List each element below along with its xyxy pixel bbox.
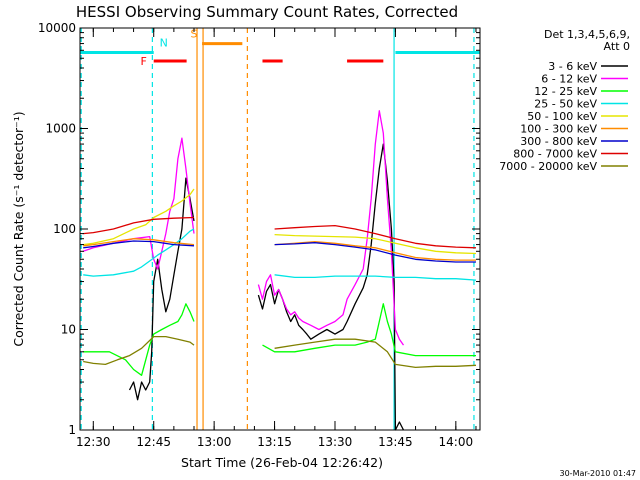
x-tick-label: 13:00 [197, 435, 232, 449]
series-line-300-800-kev [274, 242, 476, 263]
series-line-25-50-kev [83, 228, 195, 277]
series-line-3-6-kev [128, 177, 195, 401]
legend-label-100-300-kev: 100 - 300 keV [520, 123, 597, 136]
x-axis-label: Start Time (26-Feb-04 12:26:42) [181, 455, 383, 470]
series-line-25-50-kev [274, 274, 477, 281]
series-line-12-25-kev [83, 303, 195, 376]
series-line-7000-20000-kev [274, 338, 477, 369]
series-line-7000-20000-kev [83, 335, 195, 366]
x-tick-label: 13:45 [378, 435, 413, 449]
x-tick-label: 12:30 [76, 435, 111, 449]
series-line-100-300-kev [274, 240, 476, 261]
legend-label-12-25-kev: 12 - 25 keV [534, 85, 597, 98]
series-lines [82, 110, 477, 431]
y-tick-label: 10 [61, 323, 76, 337]
series-line-100-300-kev [83, 238, 195, 247]
legend-label-25-50-kev: 25 - 50 keV [534, 98, 597, 111]
legend-label-3-6-kev: 3 - 6 keV [548, 60, 597, 73]
state-flags: FN S [80, 28, 480, 68]
legend-label-50-100-kev: 50 - 100 keV [527, 110, 597, 123]
legend-title-line-2: Att 0 [604, 40, 630, 53]
series-line-300-800-kev [83, 240, 195, 249]
x-tick-label: 14:00 [439, 435, 474, 449]
legend-label-800-7000-kev: 800 - 7000 keV [513, 148, 597, 161]
x-tick-label: 13:15 [257, 435, 292, 449]
x-tick-label: 12:45 [136, 435, 171, 449]
legend-label-7000-20000-kev: 7000 - 20000 keV [499, 160, 597, 173]
timestamp: 30-Mar-2010 01:47 [560, 469, 637, 478]
x-axis: 12:30 12:45 13:00 13:15 13:30 13:45 14:00 [76, 28, 477, 449]
series-line-50-100-kev [274, 233, 477, 255]
y-axis-label: Corrected Count Rate (s⁻¹ detector⁻¹) [11, 111, 26, 346]
flag-label-n: N [160, 37, 168, 50]
y-tick-label: 1 [68, 423, 76, 437]
flag-label-f: F [141, 55, 147, 68]
legend-label-300-800-kev: 300 - 800 keV [520, 135, 597, 148]
y-tick-label: 10000 [38, 21, 76, 35]
y-axis: 1 10 100 1000 10000 [38, 21, 480, 437]
series-line-800-7000-kev [274, 224, 477, 249]
x-tick-label: 13:30 [318, 435, 353, 449]
y-tick-label: 100 [53, 222, 76, 236]
chart-title: HESSI Observing Summary Count Rates, Cor… [76, 3, 458, 21]
legend-title-line-1: Det 1,3,4,5,6,9, [544, 28, 630, 41]
series-line-12-25-kev [262, 303, 476, 357]
series-line-50-100-kev [83, 188, 195, 246]
legend-label-6-12-kev: 6 - 12 keV [541, 73, 597, 86]
series-line-6-12-kev [257, 110, 405, 346]
series-line-800-7000-kev [83, 216, 195, 235]
flag-label-s: S [191, 28, 198, 41]
y-tick-label: 1000 [45, 122, 76, 136]
